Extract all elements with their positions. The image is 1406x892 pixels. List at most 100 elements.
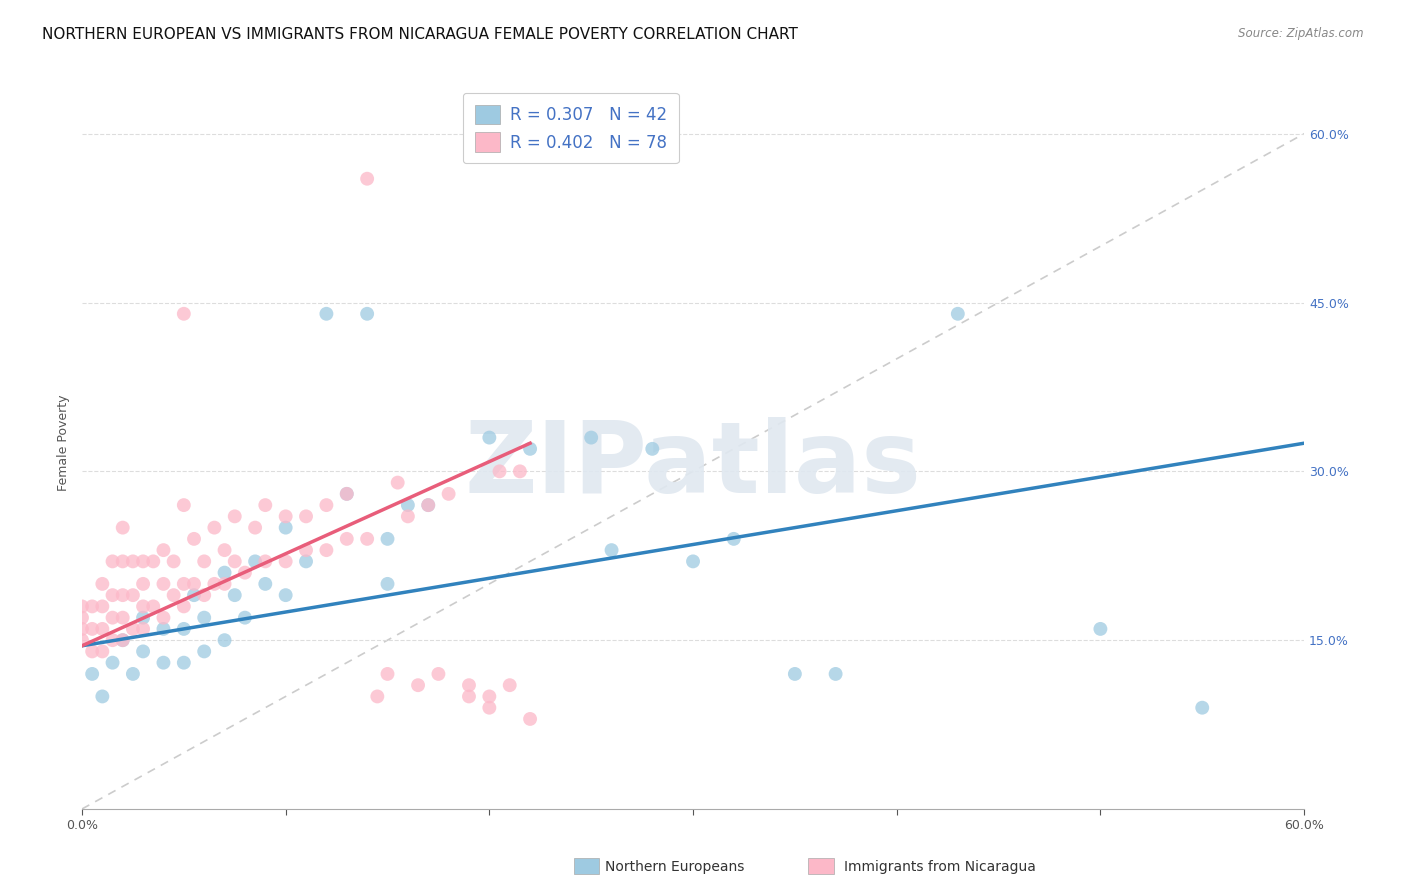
Text: Source: ZipAtlas.com: Source: ZipAtlas.com — [1239, 27, 1364, 40]
Point — [274, 521, 297, 535]
Text: Immigrants from Nicaragua: Immigrants from Nicaragua — [844, 860, 1035, 874]
Point — [336, 487, 359, 501]
Point — [101, 633, 124, 648]
Point — [122, 588, 145, 602]
Point — [111, 633, 134, 648]
Text: Northern Europeans: Northern Europeans — [605, 860, 744, 874]
Point — [723, 532, 745, 546]
Point — [183, 588, 205, 602]
Point — [783, 667, 806, 681]
Point — [152, 622, 174, 636]
Point — [70, 633, 93, 648]
Point — [101, 610, 124, 624]
Point — [295, 509, 318, 524]
Point — [132, 622, 155, 636]
Point — [274, 588, 297, 602]
Point — [82, 622, 104, 636]
Point — [111, 521, 134, 535]
Point — [509, 464, 531, 478]
Point — [91, 599, 114, 614]
Point — [163, 588, 186, 602]
Point — [193, 644, 215, 658]
Point — [173, 498, 195, 512]
Point — [183, 532, 205, 546]
Point — [600, 543, 623, 558]
Point — [163, 554, 186, 568]
Point — [274, 554, 297, 568]
Point — [122, 554, 145, 568]
Point — [173, 656, 195, 670]
Point — [356, 307, 378, 321]
Point — [1090, 622, 1112, 636]
Point — [70, 622, 93, 636]
Point — [356, 171, 378, 186]
Point — [418, 498, 440, 512]
Point — [682, 554, 704, 568]
Point — [946, 307, 969, 321]
Point — [173, 622, 195, 636]
Point — [142, 554, 165, 568]
Point — [519, 442, 541, 456]
Point — [243, 554, 266, 568]
Point — [111, 554, 134, 568]
Point — [233, 610, 256, 624]
Point — [152, 577, 174, 591]
Text: ZIPatlas: ZIPatlas — [464, 417, 921, 514]
Point — [377, 667, 399, 681]
Point — [91, 690, 114, 704]
Point — [396, 498, 419, 512]
Point — [254, 498, 277, 512]
Point — [478, 690, 501, 704]
Point — [70, 610, 93, 624]
Point — [111, 588, 134, 602]
Point — [70, 599, 93, 614]
Point — [427, 667, 450, 681]
Point — [478, 431, 501, 445]
Point — [458, 678, 481, 692]
Point — [396, 509, 419, 524]
Point — [295, 543, 318, 558]
Point — [224, 588, 246, 602]
Point — [122, 667, 145, 681]
Point — [214, 633, 236, 648]
Point — [377, 532, 399, 546]
Point — [274, 509, 297, 524]
Point — [224, 509, 246, 524]
Point — [214, 566, 236, 580]
Point — [519, 712, 541, 726]
Point — [387, 475, 409, 490]
Y-axis label: Female Poverty: Female Poverty — [58, 395, 70, 491]
Point — [202, 521, 225, 535]
Point — [111, 610, 134, 624]
Point — [214, 577, 236, 591]
Point — [233, 566, 256, 580]
Point — [202, 577, 225, 591]
Point — [336, 532, 359, 546]
Point — [1191, 700, 1213, 714]
Point — [173, 307, 195, 321]
Text: NORTHERN EUROPEAN VS IMMIGRANTS FROM NICARAGUA FEMALE POVERTY CORRELATION CHART: NORTHERN EUROPEAN VS IMMIGRANTS FROM NIC… — [42, 27, 799, 42]
Point — [101, 588, 124, 602]
Point — [478, 700, 501, 714]
Point — [488, 464, 510, 478]
Point — [82, 599, 104, 614]
Point — [499, 678, 522, 692]
Point — [193, 588, 215, 602]
Point — [356, 532, 378, 546]
Point — [824, 667, 846, 681]
Legend: R = 0.307   N = 42, R = 0.402   N = 78: R = 0.307 N = 42, R = 0.402 N = 78 — [463, 93, 679, 163]
Point — [315, 307, 337, 321]
Point — [458, 690, 481, 704]
Point — [254, 554, 277, 568]
Point — [193, 610, 215, 624]
Point — [132, 554, 155, 568]
Point — [173, 599, 195, 614]
Point — [132, 577, 155, 591]
Point — [91, 644, 114, 658]
Point — [122, 622, 145, 636]
Point — [254, 577, 277, 591]
Point — [406, 678, 429, 692]
Point — [193, 554, 215, 568]
Point — [91, 577, 114, 591]
Point — [173, 577, 195, 591]
